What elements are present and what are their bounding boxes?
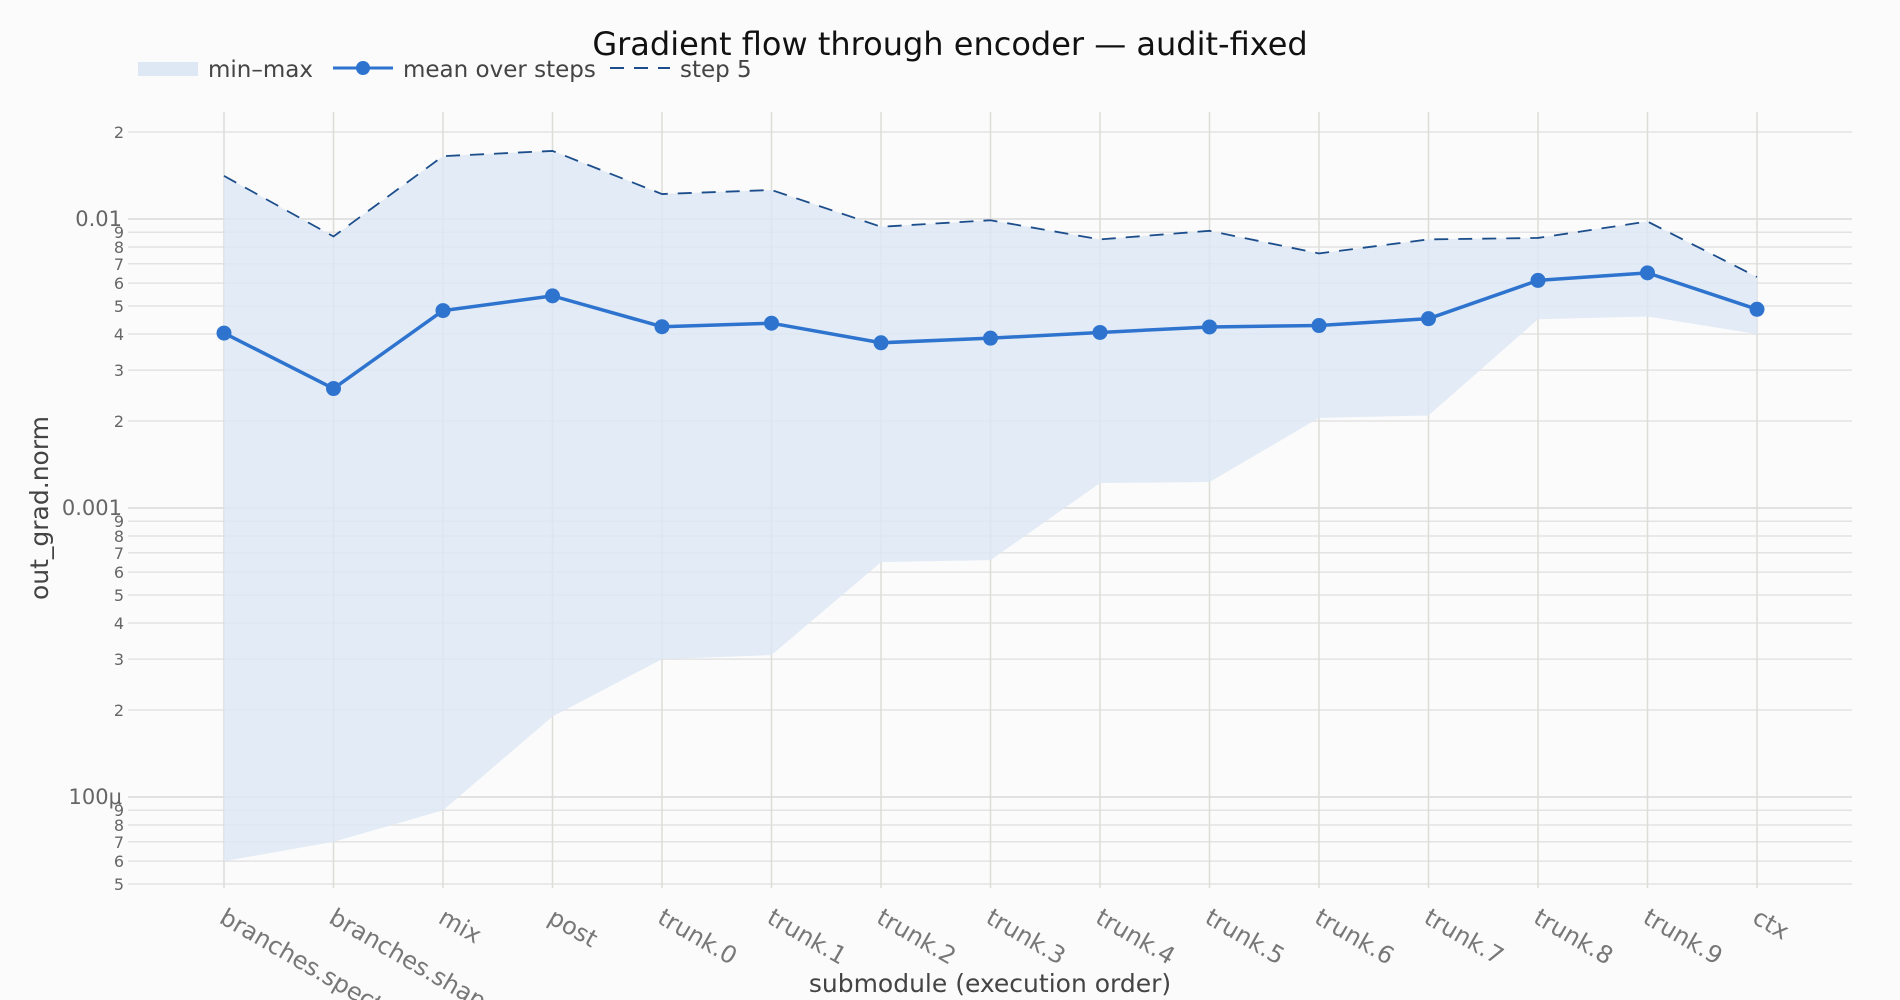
y-tick-label-minor: 6 (114, 563, 124, 582)
mean-point (1640, 265, 1655, 281)
legend-item-min-max[interactable]: min–max (138, 57, 313, 83)
y-tick-label-minor: 6 (114, 852, 124, 871)
y-tick-label-minor: 9 (114, 223, 124, 242)
y-tick-label-minor: 7 (114, 833, 124, 852)
legend-label-step5: step 5 (680, 57, 752, 83)
y-tick-label-minor: 4 (114, 614, 124, 633)
legend-swatch-mean-marker (356, 61, 370, 75)
mean-point (1530, 272, 1546, 288)
legend-swatch-min-max (138, 62, 198, 76)
mean-point (873, 335, 889, 351)
y-tick-label-minor: 5 (114, 875, 124, 894)
x-axis-label: submodule (execution order) (809, 969, 1171, 998)
y-tick-label-minor: 8 (114, 816, 124, 835)
mean-point (216, 325, 232, 341)
legend-label-mean: mean over steps (403, 57, 596, 83)
step5-line (223, 150, 1758, 278)
mean-point (545, 288, 560, 304)
mean-point (1202, 319, 1217, 335)
mean-point (1749, 301, 1765, 317)
y-tick-label-minor: 8 (114, 527, 124, 546)
min-max-band (224, 150, 1757, 862)
mean-line-layer (216, 265, 1765, 397)
y-tick-label-major: 0.001 (62, 496, 122, 520)
y-tick-label-minor: 6 (114, 274, 124, 293)
chart-title: Gradient flow through encoder — audit-fi… (592, 25, 1307, 63)
legend[interactable]: min–max mean over steps step 5 (138, 57, 752, 83)
y-tick-label-minor: 3 (114, 361, 124, 380)
y-tick-label-minor: 4 (114, 325, 124, 344)
y-tick-label-minor: 9 (114, 512, 124, 531)
mean-point (326, 381, 341, 397)
y-tick-label-minor: 2 (114, 701, 124, 720)
y-tick-label-minor: 5 (114, 297, 124, 316)
mean-point (764, 315, 779, 331)
legend-item-step5[interactable]: step 5 (610, 57, 752, 83)
mean-point (1311, 318, 1327, 334)
y-tick-label-minor: 8 (114, 238, 124, 257)
y-tick-label-minor: 2 (114, 412, 124, 431)
mean-point (654, 319, 670, 335)
y-axis-label: out_grad.norm (25, 416, 54, 600)
y-tick-label-minor: 3 (114, 650, 124, 669)
y-tick-label-minor: 5 (114, 586, 124, 605)
y-tick-label-major: 0.01 (75, 207, 122, 231)
y-tick-label-minor: 9 (114, 801, 124, 820)
step5-line-layer (223, 150, 1758, 278)
y-tick-label-minor: 7 (114, 544, 124, 563)
y-tick-label-major: 100μ (69, 785, 122, 809)
mean-point (1092, 324, 1108, 340)
y-tick-label-minor: 7 (114, 255, 124, 274)
mean-point (983, 330, 998, 346)
mean-point (435, 303, 451, 319)
mean-point (1421, 311, 1436, 327)
legend-label-min-max: min–max (208, 57, 313, 83)
y-tick-label-minor: 2 (114, 123, 124, 142)
legend-item-mean[interactable]: mean over steps (333, 57, 596, 83)
min-max-band-layer (224, 150, 1757, 862)
